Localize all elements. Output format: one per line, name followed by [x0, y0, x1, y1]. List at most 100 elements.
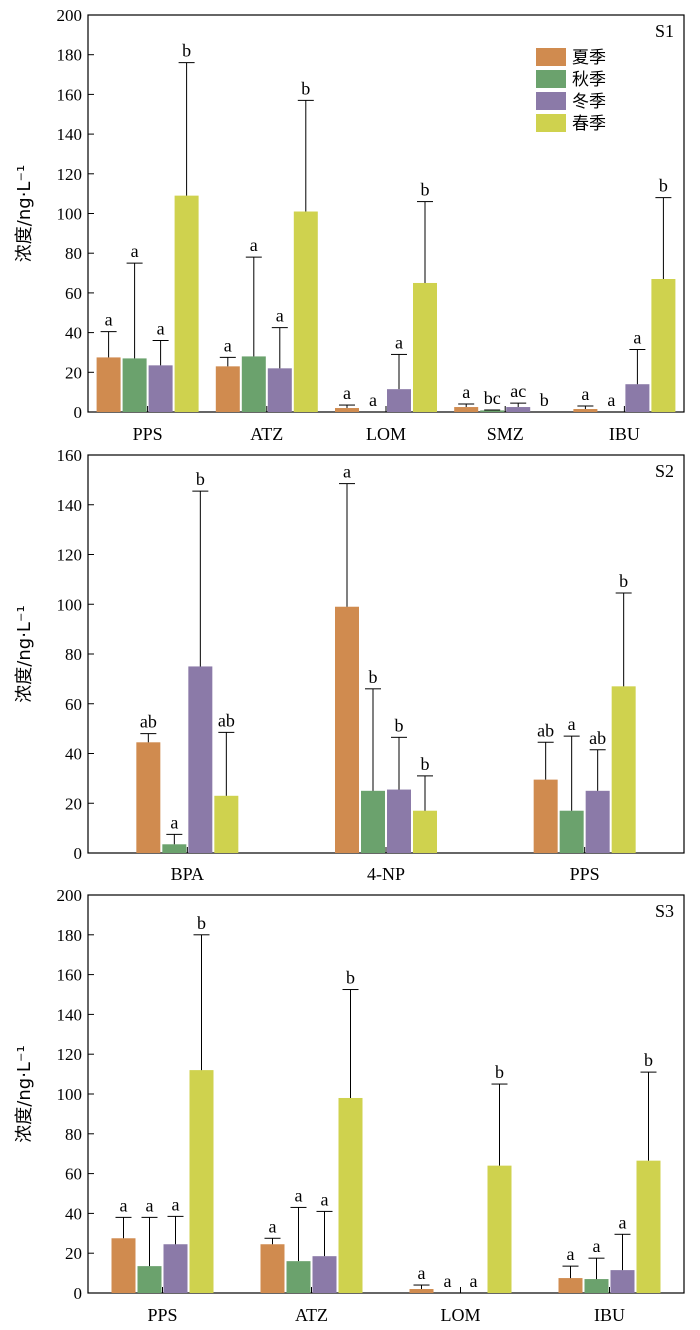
bar [409, 1289, 434, 1293]
y-tick-label: 140 [57, 1005, 83, 1024]
bar [625, 384, 650, 412]
x-category-label: SMZ [487, 424, 524, 442]
significance-letter: a [269, 1216, 277, 1236]
bar [573, 409, 598, 412]
significance-letter: b [421, 180, 430, 200]
significance-letter: ab [218, 710, 235, 730]
y-tick-label: 160 [57, 85, 83, 104]
significance-letter: a [444, 1271, 452, 1291]
bar [312, 1256, 337, 1293]
bar [480, 410, 505, 412]
significance-letter: a [470, 1271, 478, 1291]
y-tick-label: 120 [57, 546, 83, 565]
bar [162, 844, 187, 853]
bar [506, 407, 531, 412]
y-axis-title: 浓度/ng·L⁻¹ [14, 1045, 35, 1142]
significance-letter: a [131, 241, 139, 261]
y-tick-label: 120 [57, 165, 83, 184]
bar [214, 795, 239, 853]
panel-label: S2 [655, 461, 674, 481]
x-category-label: 4-NP [367, 864, 405, 884]
y-tick-label: 120 [57, 1045, 83, 1064]
y-axis-title: 浓度/ng·L⁻¹ [14, 165, 35, 262]
panel-label: S3 [655, 901, 674, 921]
bar [260, 1244, 285, 1293]
y-tick-label: 40 [65, 745, 82, 764]
significance-letter: b [395, 715, 404, 735]
y-tick-label: 60 [65, 1165, 82, 1184]
bar [174, 195, 199, 412]
significance-letter: b [182, 41, 191, 61]
significance-letter: a [619, 1212, 627, 1232]
significance-letter: b [495, 1062, 504, 1082]
bar [188, 666, 213, 853]
significance-letter: b [540, 390, 549, 410]
significance-letter: a [581, 384, 589, 404]
legend-label: 夏季 [572, 48, 606, 68]
bar [335, 408, 359, 412]
bar [241, 356, 266, 412]
y-tick-label: 80 [65, 1125, 82, 1144]
x-category-label: IBU [609, 424, 640, 442]
significance-letter: a [276, 306, 284, 326]
x-category-label: PPS [147, 1305, 177, 1325]
bar [651, 279, 676, 412]
chart-panel-s1: 0 20 40 60 80 100 120 140 160 180 200 浓度/ng·L⁻¹ PPS A… [14, 6, 685, 442]
y-tick-label: 80 [65, 645, 82, 664]
plot-frame [87, 894, 685, 1294]
bar [610, 1270, 635, 1293]
panel-label: S1 [655, 21, 674, 41]
x-category-label: LOM [366, 424, 406, 442]
significance-letter: b [346, 968, 355, 988]
y-tick-label: 100 [57, 595, 83, 614]
significance-letter: b [197, 913, 206, 933]
y-tick-label: 60 [65, 284, 82, 303]
significance-letter: a [418, 1263, 426, 1283]
bar [413, 282, 437, 412]
significance-letter: a [395, 332, 403, 352]
legend-label: 冬季 [572, 92, 606, 112]
significance-letter: ac [510, 381, 526, 401]
y-tick-label: 0 [74, 403, 83, 422]
significance-letter: a [170, 812, 178, 832]
significance-letter: bc [484, 388, 501, 408]
bar [163, 1244, 188, 1293]
y-tick-label: 0 [74, 844, 83, 863]
bar [413, 810, 437, 853]
y-tick-label: 200 [57, 886, 83, 905]
bar [96, 357, 121, 412]
significance-letter: a [343, 383, 351, 403]
significance-letter: a [146, 1195, 154, 1215]
significance-letter: a [250, 235, 258, 255]
y-tick-label: 160 [57, 966, 83, 985]
significance-letter: ab [537, 720, 554, 740]
chart-panel-s2: 0 20 40 60 80 100 120 140 160 浓度/ng·L⁻¹ BPA 4-NP PPS… [14, 446, 685, 884]
legend-swatch [536, 70, 566, 88]
y-tick-label: 0 [74, 1284, 83, 1303]
y-tick-label: 140 [57, 496, 83, 515]
bar [584, 1279, 609, 1293]
significance-letter: a [369, 390, 377, 410]
x-category-label: ATZ [250, 424, 283, 442]
legend-swatch [536, 114, 566, 132]
bar [387, 389, 411, 412]
bar [111, 1238, 136, 1293]
bar [338, 1097, 363, 1293]
bar [585, 790, 610, 853]
legend-swatch [536, 92, 566, 110]
y-tick-label: 40 [65, 324, 82, 343]
significance-letter: a [157, 319, 165, 339]
y-tick-label: 20 [65, 794, 82, 813]
significance-letter: b [369, 667, 378, 687]
x-category-label: BPA [171, 864, 204, 884]
significance-letter: b [619, 571, 628, 591]
x-category-label: ATZ [295, 1305, 328, 1325]
x-category-label: PPS [570, 864, 600, 884]
bar [611, 686, 636, 853]
significance-letter: b [421, 754, 430, 774]
y-axis-title: 浓度/ng·L⁻¹ [14, 605, 35, 702]
y-tick-label: 100 [57, 205, 83, 224]
bar [122, 358, 147, 412]
significance-letter: a [633, 327, 641, 347]
y-tick-label: 20 [65, 363, 82, 382]
